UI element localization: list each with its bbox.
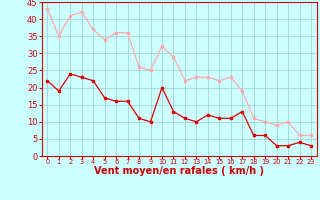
X-axis label: Vent moyen/en rafales ( km/h ): Vent moyen/en rafales ( km/h )	[94, 166, 264, 176]
